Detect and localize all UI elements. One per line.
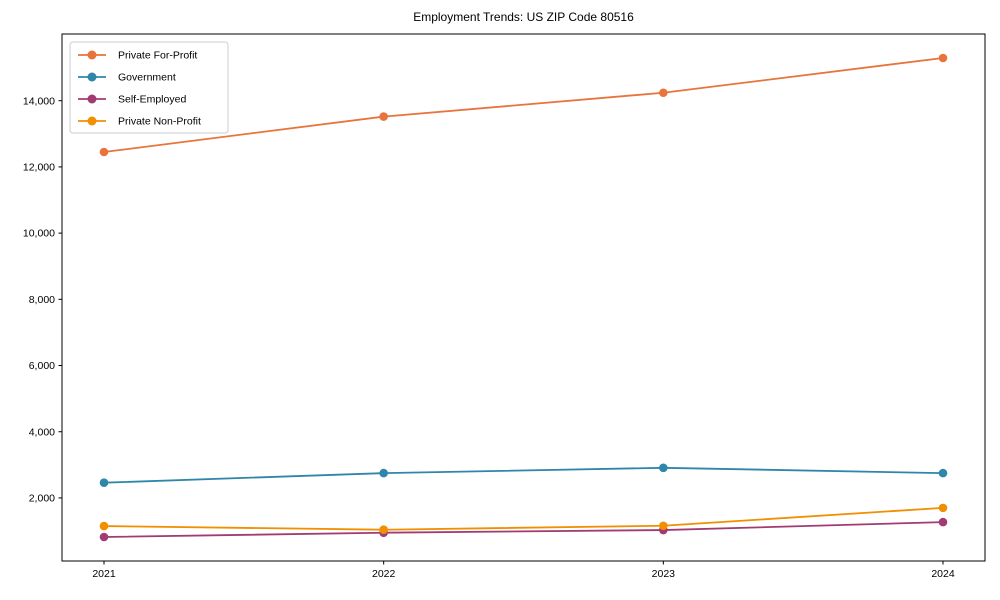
data-point-private-non-profit-2021 — [99, 521, 109, 531]
data-point-private-for-profit-2023 — [659, 88, 668, 98]
y-axis-tick-label: 14,000 — [23, 95, 55, 107]
plot-border — [61, 33, 986, 562]
data-point-self-employed-2021 — [99, 532, 109, 542]
legend-marker-icon-government — [87, 72, 97, 82]
y-axis-tick-label: 4,000 — [29, 426, 55, 438]
x-axis-tick-label: 2023 — [652, 568, 676, 580]
x-axis-tick-label: 2024 — [931, 568, 955, 580]
series-line-private-for-profit — [103, 57, 944, 153]
legend-label-government: Government — [118, 72, 176, 84]
data-point-government-2021 — [99, 478, 109, 488]
y-axis-tick-label: 8,000 — [29, 294, 55, 306]
data-point-government-2022 — [379, 468, 388, 478]
data-point-government-2024 — [938, 468, 948, 478]
y-axis-tick-label: 6,000 — [29, 360, 55, 372]
data-point-private-non-profit-2022 — [379, 525, 388, 535]
series-line-government — [103, 466, 944, 484]
y-axis-tick-label: 12,000 — [23, 162, 55, 174]
legend-marker-icon-private-for-profit — [87, 50, 97, 60]
data-point-private-for-profit-2022 — [379, 112, 388, 121]
legend-box — [69, 41, 229, 134]
x-axis-tick-label: 2021 — [92, 568, 116, 580]
legend-marker-icon-self-employed — [87, 94, 97, 104]
legend-marker-icon-private-non-profit — [87, 116, 97, 126]
data-point-private-for-profit-2024 — [938, 53, 948, 63]
data-point-private-for-profit-2021 — [99, 147, 109, 157]
legend: Private For-Profit Government Self-Employe… — [69, 41, 229, 134]
data-point-private-non-profit-2023 — [659, 521, 668, 531]
series-line-self-employed — [103, 521, 944, 538]
y-axis-tick-label: 2,000 — [29, 493, 55, 505]
legend-label-private-non-profit: Private Non-Profit — [118, 116, 201, 128]
data-point-private-non-profit-2024 — [938, 503, 948, 513]
legend-label-self-employed: Self-Employed — [118, 94, 186, 106]
data-point-self-employed-2024 — [938, 517, 948, 527]
series-line-private-non-profit — [103, 506, 944, 531]
legend-label-private-for-profit: Private For-Profit — [118, 50, 197, 62]
data-point-government-2023 — [659, 463, 668, 473]
y-axis-tick-label: 10,000 — [23, 228, 55, 240]
x-axis-tick-label: 2022 — [372, 568, 396, 580]
chart-title: Employment Trends: US ZIP Code 80516 — [413, 10, 634, 24]
